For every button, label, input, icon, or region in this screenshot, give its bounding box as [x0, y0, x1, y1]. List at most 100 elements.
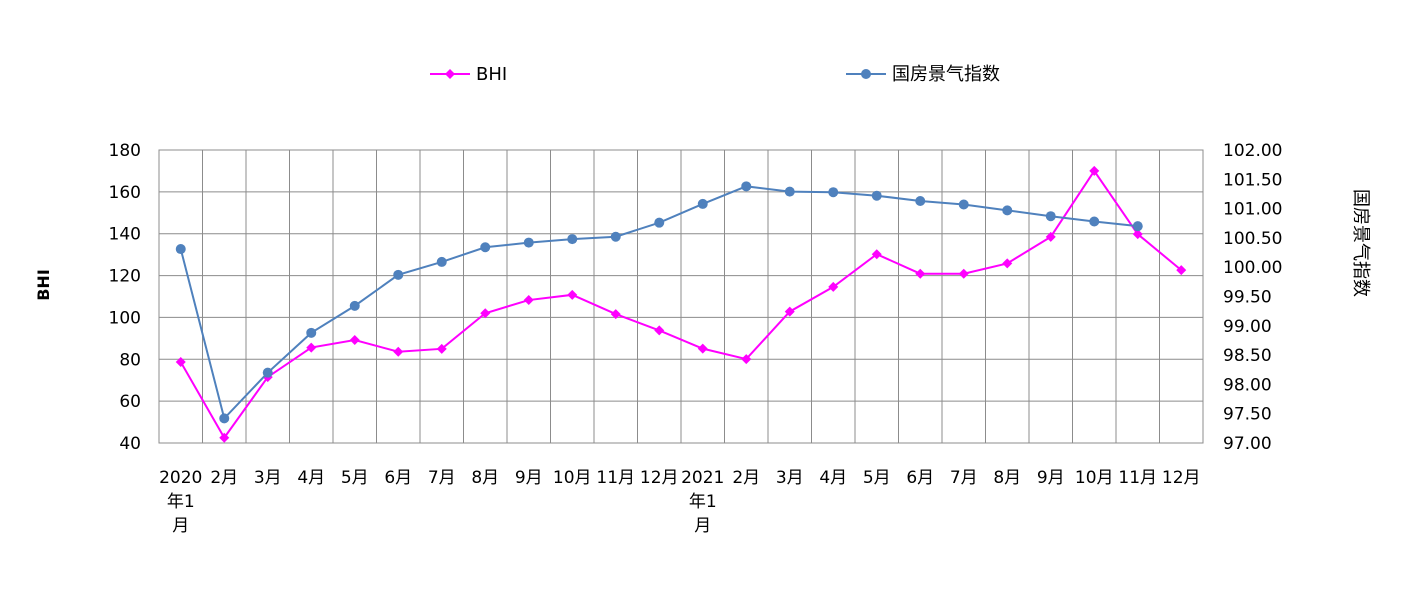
data-point-bhi	[219, 432, 230, 443]
x-tick-label: 9月	[515, 468, 543, 488]
x-tick-label: 5月	[341, 468, 369, 488]
data-point-bhi	[436, 343, 447, 354]
data-point-bhi	[1132, 229, 1143, 240]
x-axis-ticks: 2020 年1 月2月 3月 4月 5月 6月 7月 8月 9月 10月 11月 12月 2021 年1 月2…	[159, 468, 1200, 536]
right-tick-label: 101.00	[1223, 200, 1282, 220]
left-tick-label: 120	[109, 267, 141, 287]
data-point-housing-index	[1132, 221, 1143, 232]
legend-label-housing-index: 国房景气指数	[892, 64, 1000, 85]
x-tick-label: 3月	[254, 468, 282, 488]
right-tick-label: 99.50	[1223, 288, 1272, 308]
data-point-housing-index	[393, 269, 404, 280]
x-tick-label: 2020 年1 月	[159, 468, 202, 536]
data-point-bhi	[741, 354, 752, 365]
x-tick-label: 2月	[732, 468, 760, 488]
left-tick-label: 100	[109, 308, 141, 328]
right-axis-ticks: 97.00 97.50 98.00 98.50 99.00 99.50 100.00 100.…	[1223, 141, 1282, 454]
gridlines	[159, 149, 1203, 444]
legend-item-housing-index: 国房景气指数	[846, 64, 1000, 85]
data-point-housing-index	[741, 181, 752, 192]
data-point-housing-index	[871, 190, 882, 201]
data-point-bhi	[1045, 231, 1056, 242]
x-tick-label: 11月	[596, 468, 635, 488]
x-tick-label: 9月	[1037, 468, 1065, 488]
data-point-bhi	[610, 309, 621, 320]
data-point-housing-index	[480, 242, 491, 253]
data-point-housing-index	[523, 237, 534, 248]
left-tick-label: 60	[119, 392, 141, 412]
x-tick-label: 7月	[428, 468, 456, 488]
data-point-bhi	[1089, 165, 1100, 176]
x-tick-label: 6月	[906, 468, 934, 488]
data-point-housing-index	[306, 327, 317, 338]
series-line-bhi	[179, 169, 1182, 440]
legend-label-bhi: BHI	[476, 64, 507, 85]
left-tick-label: 80	[119, 350, 141, 370]
data-point-housing-index	[1089, 216, 1100, 227]
legend: BHI 国房景气指数	[430, 64, 1000, 85]
legend-marker-bhi	[445, 69, 455, 79]
x-tick-label: 4月	[297, 468, 325, 488]
right-tick-label: 101.50	[1223, 170, 1282, 190]
x-tick-label: 7月	[950, 468, 978, 488]
x-tick-label: 4月	[819, 468, 847, 488]
data-point-housing-index	[784, 186, 795, 197]
data-point-bhi	[306, 342, 317, 353]
right-tick-label: 99.00	[1223, 317, 1272, 337]
right-tick-label: 98.50	[1223, 346, 1272, 366]
data-point-bhi	[1176, 265, 1187, 276]
data-point-bhi	[654, 325, 665, 336]
data-point-bhi	[915, 268, 926, 279]
x-tick-label: 10月	[1075, 468, 1114, 488]
x-tick-label: 10月	[553, 468, 592, 488]
data-point-housing-index	[349, 300, 360, 311]
right-tick-label: 102.00	[1223, 141, 1282, 161]
data-point-housing-index	[1002, 205, 1013, 216]
right-tick-label: 100.00	[1223, 258, 1282, 278]
plot-area-border	[158, 149, 1204, 444]
right-axis-title: 国房景气指数	[1350, 189, 1371, 297]
data-point-bhi	[523, 295, 534, 306]
right-tick-label: 97.50	[1223, 405, 1272, 425]
left-axis-ticks: 40 60 80 100 120 140 160 180	[109, 141, 141, 454]
data-point-housing-index	[697, 198, 708, 209]
data-point-bhi	[828, 281, 839, 292]
left-tick-label: 140	[109, 225, 141, 245]
data-point-bhi	[697, 343, 708, 354]
right-tick-label: 97.00	[1223, 434, 1272, 454]
data-point-housing-index	[915, 195, 926, 206]
x-tick-label: 2021 年1 月	[681, 468, 724, 536]
x-tick-label: 3月	[776, 468, 804, 488]
x-tick-label: 5月	[863, 468, 891, 488]
legend-marker-housing-index	[861, 69, 871, 79]
x-tick-label: 6月	[384, 468, 412, 488]
data-point-bhi	[175, 357, 186, 368]
legend-item-bhi: BHI	[430, 64, 507, 85]
data-point-housing-index	[567, 234, 578, 245]
data-point-bhi	[480, 308, 491, 319]
data-point-housing-index	[654, 217, 665, 228]
x-tick-label: 2月	[210, 468, 238, 488]
data-point-housing-index	[219, 413, 230, 424]
data-point-bhi	[871, 249, 882, 260]
data-point-bhi	[1002, 258, 1013, 269]
data-point-housing-index	[175, 244, 186, 255]
data-point-bhi	[784, 306, 795, 317]
data-point-bhi	[349, 335, 360, 346]
left-tick-label: 180	[109, 141, 141, 161]
data-point-bhi	[393, 346, 404, 357]
series-layer	[175, 165, 1187, 443]
data-point-housing-index	[436, 256, 447, 267]
x-tick-label: 12月	[640, 468, 679, 488]
data-point-bhi	[567, 289, 578, 300]
right-tick-label: 100.50	[1223, 229, 1282, 249]
data-point-housing-index	[828, 187, 839, 198]
data-point-bhi	[958, 268, 969, 279]
right-tick-label: 98.00	[1223, 375, 1272, 395]
left-tick-label: 160	[109, 183, 141, 203]
data-point-housing-index	[610, 231, 621, 242]
x-tick-label: 12月	[1162, 468, 1201, 488]
x-tick-label: 8月	[993, 468, 1021, 488]
